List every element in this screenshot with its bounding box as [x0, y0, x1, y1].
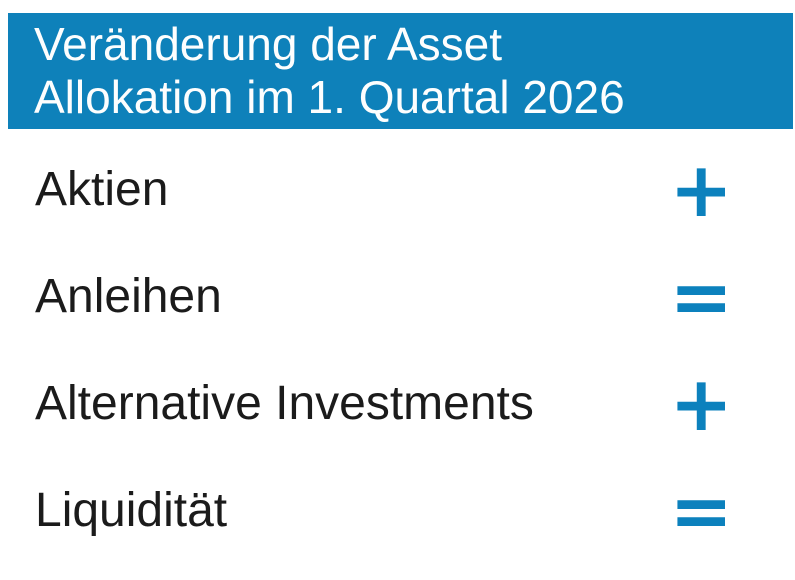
asset-class-label: Aktien [35, 163, 169, 216]
panel-title-line-1: Veränderung der Asset [34, 18, 502, 70]
asset-class-list: Aktien + Anleihen = Alternative Investme… [0, 136, 795, 564]
asset-allocation-panel: Veränderung der Asset Allokation im 1. Q… [0, 13, 795, 580]
table-row-aktien: Aktien + [0, 136, 795, 243]
asset-class-label: Liquidität [35, 484, 228, 537]
table-row-alternative-investments: Alternative Investments + [0, 350, 795, 457]
plus-icon: + [669, 358, 733, 448]
equals-icon: = [669, 251, 733, 341]
panel-title-line-2: Allokation im 1. Quartal 2026 [34, 71, 625, 123]
asset-class-label: Alternative Investments [35, 377, 534, 430]
panel-header: Veränderung der Asset Allokation im 1. Q… [8, 13, 793, 129]
table-row-liquiditaet: Liquidität = [0, 457, 795, 564]
asset-class-label: Anleihen [35, 270, 222, 323]
table-row-anleihen: Anleihen = [0, 243, 795, 350]
equals-icon: = [669, 465, 733, 555]
plus-icon: + [669, 144, 733, 234]
